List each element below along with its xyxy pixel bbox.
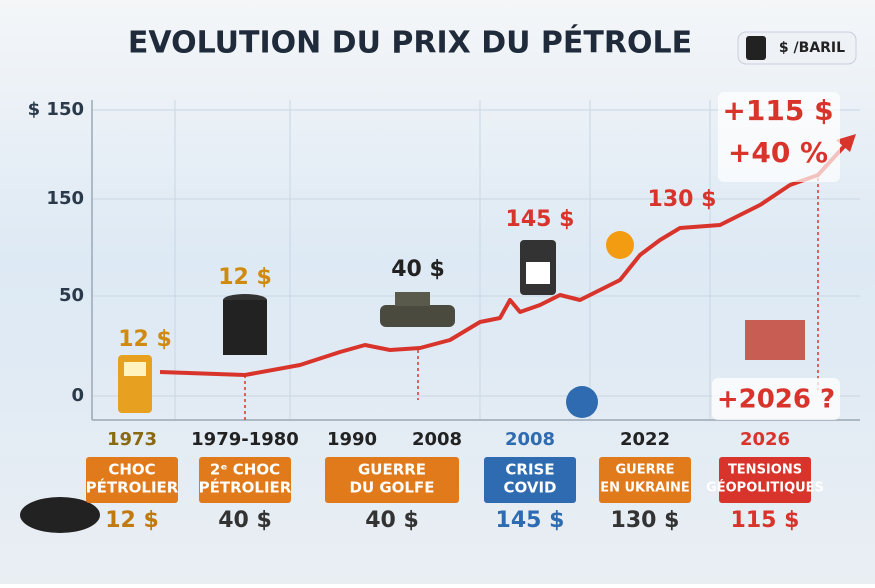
event-box	[325, 457, 459, 503]
price: 115 $	[731, 508, 800, 533]
highlight: +2026 ?	[717, 385, 835, 415]
axis-label: $ 150	[28, 99, 84, 120]
year: 1990	[327, 429, 377, 450]
price: 40 $	[218, 508, 272, 533]
highlight: +115 $	[722, 94, 833, 127]
price: 130 $	[611, 508, 680, 533]
highlight-box	[712, 378, 840, 420]
price: 145 $	[496, 508, 565, 533]
event: GUERRE	[358, 461, 426, 479]
price: 40 $	[365, 508, 419, 533]
event-box	[484, 457, 576, 503]
event-box	[719, 457, 811, 503]
year: 1979-1980	[191, 429, 299, 450]
axis-label: 0	[71, 385, 84, 406]
event: CHOC	[108, 461, 155, 479]
event: COVID	[504, 479, 557, 497]
event: DU GOLFE	[350, 479, 435, 497]
event: GUERRE	[615, 463, 674, 478]
icons	[20, 231, 805, 533]
year: 2022	[620, 429, 670, 450]
event-box	[599, 457, 691, 503]
event: TENSIONS	[728, 463, 802, 478]
event: EN UKRAINE	[600, 481, 690, 496]
year: 2008	[505, 429, 555, 450]
highlight: +40 %	[728, 136, 828, 169]
grid	[92, 100, 860, 420]
guides	[244, 178, 819, 420]
event: GÉOPOLITIQUES	[706, 480, 824, 496]
event: CRISE	[505, 461, 554, 479]
barrel-icon	[746, 36, 766, 60]
year: 2008	[412, 429, 462, 450]
callout: 130 $	[648, 187, 717, 212]
callout: 12 $	[118, 327, 172, 352]
title: EVOLUTION DU PRIX DU PÉTROLE	[128, 25, 692, 61]
event: PÉTROLIER	[86, 478, 179, 497]
axis-label: 50	[59, 285, 84, 306]
axis-label: 150	[46, 188, 84, 209]
year: 1973	[107, 429, 157, 450]
price-line	[159, 140, 850, 377]
arrow-head	[836, 134, 856, 152]
unit: $ /BARIL	[779, 40, 845, 56]
callout: 12 $	[218, 265, 272, 290]
callout: 40 $	[391, 257, 445, 282]
year: 2026	[740, 429, 790, 450]
event: PÉTROLIER	[199, 478, 292, 497]
event: 2ᵉ CHOC	[210, 461, 280, 479]
event-box	[199, 457, 291, 503]
event-box	[86, 457, 178, 503]
price: 12 $	[105, 508, 159, 533]
unit-badge	[737, 31, 857, 65]
highlight-box	[718, 92, 840, 182]
callout: 145 $	[506, 207, 575, 232]
